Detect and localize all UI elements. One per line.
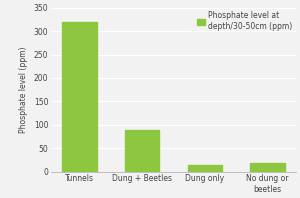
Legend: Phosphate level at
depth/30-50cm (ppm): Phosphate level at depth/30-50cm (ppm): [197, 11, 292, 31]
Bar: [188, 165, 222, 172]
Y-axis label: Phosphate level (ppm): Phosphate level (ppm): [19, 46, 28, 133]
Bar: [250, 163, 285, 172]
Bar: [62, 22, 97, 172]
Bar: [125, 130, 159, 172]
